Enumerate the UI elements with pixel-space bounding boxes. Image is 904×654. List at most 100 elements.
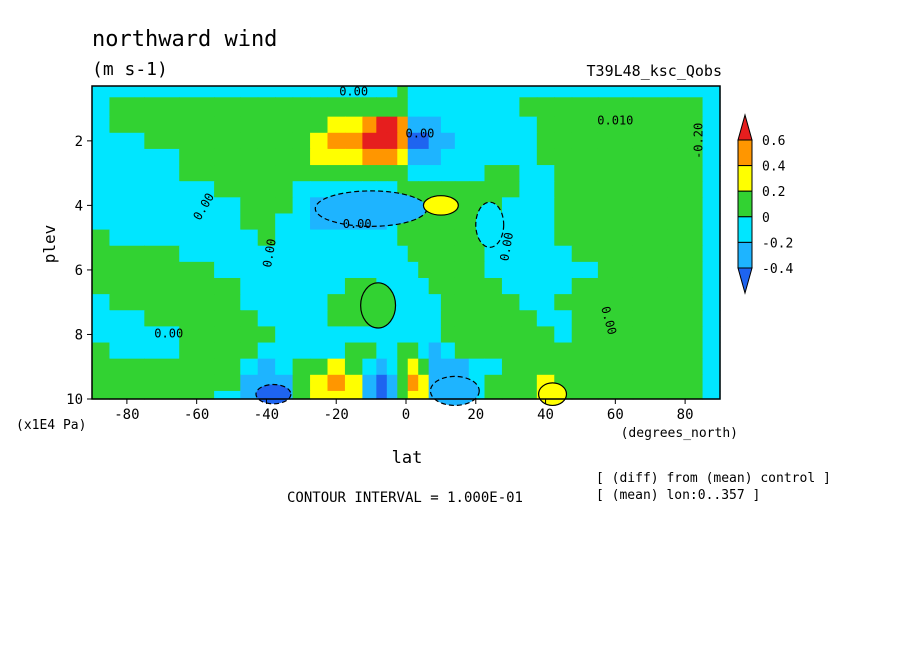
contour-cell: [667, 277, 704, 295]
contour-cell: [484, 374, 503, 392]
contour-cell: [571, 326, 599, 344]
contour-cell: [536, 342, 555, 360]
contour-cell: [554, 358, 573, 376]
contour-cell: [397, 277, 409, 295]
contour-cell: [214, 181, 241, 198]
contour-cell: [407, 358, 419, 376]
contour-cell: [240, 326, 259, 344]
contour-cell: [468, 326, 486, 344]
contour-cell: [292, 326, 311, 344]
contour-cell: [519, 213, 538, 231]
contour-cell: [428, 342, 442, 360]
contour-cell: [418, 97, 430, 118]
contour-cell: [310, 342, 329, 360]
contour-cell: [92, 277, 111, 295]
contour-cell: [667, 245, 704, 263]
contour-cell: [376, 229, 388, 247]
contour-cell: [536, 148, 555, 166]
contour-cell: [257, 261, 276, 279]
contour-cell: [179, 310, 215, 327]
contour-cell: [468, 116, 486, 134]
contour-cell: [428, 148, 442, 166]
contour-cell: [109, 326, 145, 344]
contour-cell: [240, 374, 259, 392]
contour-cell: [376, 148, 388, 166]
contour-cell: [240, 148, 259, 166]
contour-cell: [92, 374, 111, 392]
contour-cell: [702, 294, 721, 311]
contour-plot: 0.000.000.00 0.000.000.000.000.010-0.200.…: [91, 85, 721, 407]
contour-cell: [454, 86, 470, 98]
contour-cell: [310, 326, 329, 344]
contour-cell: [407, 165, 419, 182]
contour-cell: [536, 245, 555, 263]
contour-cell: [344, 326, 363, 344]
contour-cell: [519, 165, 538, 182]
contour-cell: [240, 342, 259, 360]
y-axis: 2 4 6 8 10: [66, 134, 92, 408]
contour-cell: [292, 213, 311, 231]
contour-cell: [292, 390, 311, 400]
contour-cell: [92, 310, 111, 327]
contour-cell: [310, 165, 329, 182]
contour-cell: [632, 165, 669, 182]
contour-cell: [362, 326, 377, 344]
contour-cell: [632, 116, 669, 134]
contour-cell: [109, 229, 145, 247]
contour-cell: [454, 261, 470, 279]
contour-cell: [109, 277, 145, 295]
contour-cell: [144, 229, 180, 247]
contour-cell: [418, 390, 430, 400]
contour-cell: [597, 390, 634, 400]
x-tick-label: 60: [607, 407, 624, 423]
contour-cell: [536, 97, 555, 118]
contour-cell: [407, 97, 419, 118]
contour-cell: [310, 97, 329, 118]
contour-cell: [554, 213, 573, 231]
contour-cell: [536, 277, 555, 295]
contour-cell: [440, 116, 456, 134]
contour-cell: [597, 310, 634, 327]
contour-cell: [109, 294, 145, 311]
contour-cell: [702, 277, 721, 295]
contour-cell: [571, 197, 599, 215]
contour-cell: [632, 86, 669, 98]
note-diff: [ (diff) from (mean) control ]: [596, 471, 831, 486]
contour-cell: [418, 358, 430, 376]
contour-cell: [109, 342, 145, 360]
contour-cell: [240, 213, 259, 231]
contour-cell: [632, 229, 669, 247]
contour-cell: [428, 132, 442, 150]
y-tick-label: 4: [75, 198, 83, 214]
contour-cell: [667, 310, 704, 327]
contour-cell: [214, 229, 241, 247]
contour-cell: [440, 165, 456, 182]
contour-cell: [214, 261, 241, 279]
contour-cell: [571, 148, 599, 166]
contour-cell: [257, 310, 276, 327]
contour-cell: [362, 261, 377, 279]
contour-cell: [257, 229, 276, 247]
contour-cell: [571, 165, 599, 182]
contour-cell: [468, 165, 486, 182]
blob-neg-center: [429, 375, 480, 407]
contour-cell: [275, 197, 294, 215]
contour-cell: [344, 358, 363, 376]
contour-cell: [362, 97, 377, 118]
contour-cell: [702, 165, 721, 182]
contour-cell: [554, 326, 573, 344]
contour-cell: [179, 342, 215, 360]
contour-cell: [418, 245, 430, 263]
contour-cell: [240, 294, 259, 311]
contour-cell: [428, 294, 442, 311]
contour-cell: [454, 326, 470, 344]
contour-cell: [554, 165, 573, 182]
contour-cell: [667, 213, 704, 231]
contour-cell: [501, 229, 520, 247]
contour-cell: [144, 294, 180, 311]
contour-cell: [407, 213, 419, 231]
contour-cell: [407, 261, 419, 279]
blob-pos-low: [360, 282, 397, 329]
contour-cell: [454, 342, 470, 360]
contour-cell: [597, 165, 634, 182]
